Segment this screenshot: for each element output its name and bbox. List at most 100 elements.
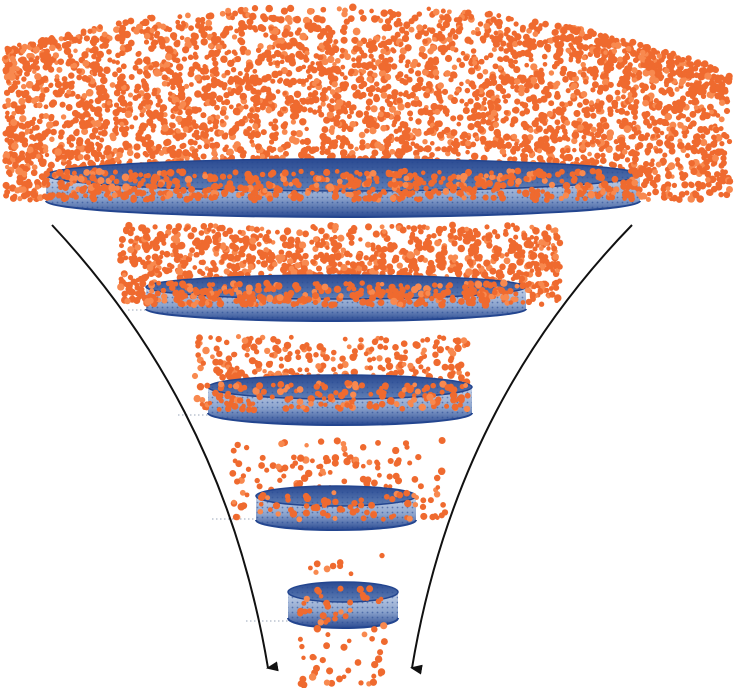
particle-stage-1 [378,53,385,60]
particle-stage-1 [685,116,691,123]
particle-stage-1 [395,74,400,80]
particle-stage-1 [316,108,322,114]
particle-stage-1 [231,88,237,94]
particle-stage-1 [231,49,237,55]
particle-stage-1 [721,150,728,156]
particle-stage-1 [307,107,314,113]
particle-stage-1 [444,126,451,133]
particle-stage-1 [152,61,160,68]
particle-stage-1 [414,70,422,77]
particle-stage-1 [268,139,275,145]
particle-stage-1 [207,53,213,58]
particle-stage-1 [522,137,531,146]
particle-stage-1 [661,89,668,96]
particle-stage-1 [553,92,561,100]
particle-stage-1 [115,20,122,27]
particle-stage-1 [642,69,650,77]
particle-stage-2 [142,264,148,270]
particle-stage-1 [306,8,314,15]
particle-stage-1 [42,147,49,154]
particle-stage-1 [330,29,336,35]
particle-stage-1 [251,25,258,31]
particle-stage-1 [312,96,320,104]
particle-stage-1 [452,34,459,40]
particle-stage-1 [466,115,473,121]
particle-stage-1 [112,71,118,78]
particle-stage-2 [279,234,287,242]
particle-stage-1 [631,120,637,126]
particle-stage-1 [214,104,220,111]
particle-stage-1 [44,48,50,55]
particle-stage-2 [213,245,220,251]
particle-stage-1 [373,81,380,87]
particle-stage-1 [645,150,650,156]
particle-stage-1 [207,119,212,125]
particle-stage-1 [146,139,155,148]
particle-stage-1 [195,17,202,24]
particle-stage-1 [248,118,255,124]
particle-stage-1 [436,120,443,128]
particle-stage-1 [644,110,650,117]
particle-stage-2 [170,242,177,249]
particle-stage-1 [431,57,440,66]
particle-stage-1 [387,56,394,63]
particle-stage-1 [512,106,520,114]
particle-stage-1 [667,142,675,150]
particle-stage-1 [201,131,209,139]
particle-stage-1 [603,50,608,55]
particle-stage-1 [21,93,27,99]
particle-stage-1 [581,134,587,140]
particle-stage-1 [483,31,490,38]
particle-stage-1 [703,81,710,87]
particle-stage-1 [494,132,502,139]
particle-stage-2 [484,224,490,230]
particle-stage-1 [514,141,519,147]
particle-stage-1 [106,100,112,106]
particle-stage-1 [519,26,526,33]
particle-stage-1 [693,99,700,105]
particle-stage-1 [288,135,297,144]
particle-stage-2 [240,252,246,258]
particle-stage-2 [410,262,418,270]
particle-stage-1 [692,65,699,72]
particle-stage-1 [333,119,341,127]
particle-stage-1 [15,89,22,96]
particle-stage-1 [719,140,725,147]
particle-stage-1 [677,141,685,150]
particle-stage-1 [247,24,254,30]
particle-stage-1 [228,104,234,110]
particle-stage-1 [583,79,589,85]
particle-stage-2 [161,266,168,272]
particle-stage-1 [704,72,712,80]
particle-stage-1 [14,136,20,142]
particle-stage-1 [501,94,507,100]
particle-stage-1 [227,59,235,68]
particle-stage-1 [278,37,286,44]
particle-stage-1 [663,79,670,86]
particle-stage-1 [548,70,555,76]
particle-stage-1 [360,91,367,98]
particle-stage-1 [319,149,325,156]
particle-stage-1 [238,38,246,46]
particle-stage-1 [533,70,541,78]
particle-stage-1 [356,40,363,47]
particle-stage-1 [181,22,187,28]
particle-stage-1 [456,16,463,23]
particle-stage-1 [232,124,240,132]
particle-stage-1 [624,110,630,116]
particle-stage-2 [372,230,380,238]
particle-stage-1 [608,65,615,72]
particle-stage-1 [555,35,561,41]
particle-stage-1 [297,43,305,51]
particle-stage-1 [437,45,445,53]
particle-stage-1 [358,9,365,15]
particle-stage-1 [582,98,590,106]
particle-stage-2 [557,278,563,284]
particle-stage-1 [400,54,406,60]
particle-stage-1 [92,49,99,55]
particle-stage-1 [565,47,571,53]
particle-stage-1 [221,73,227,79]
particle-stage-1 [203,25,209,31]
particle-stage-1 [175,128,181,134]
particle-stage-1 [156,113,162,119]
